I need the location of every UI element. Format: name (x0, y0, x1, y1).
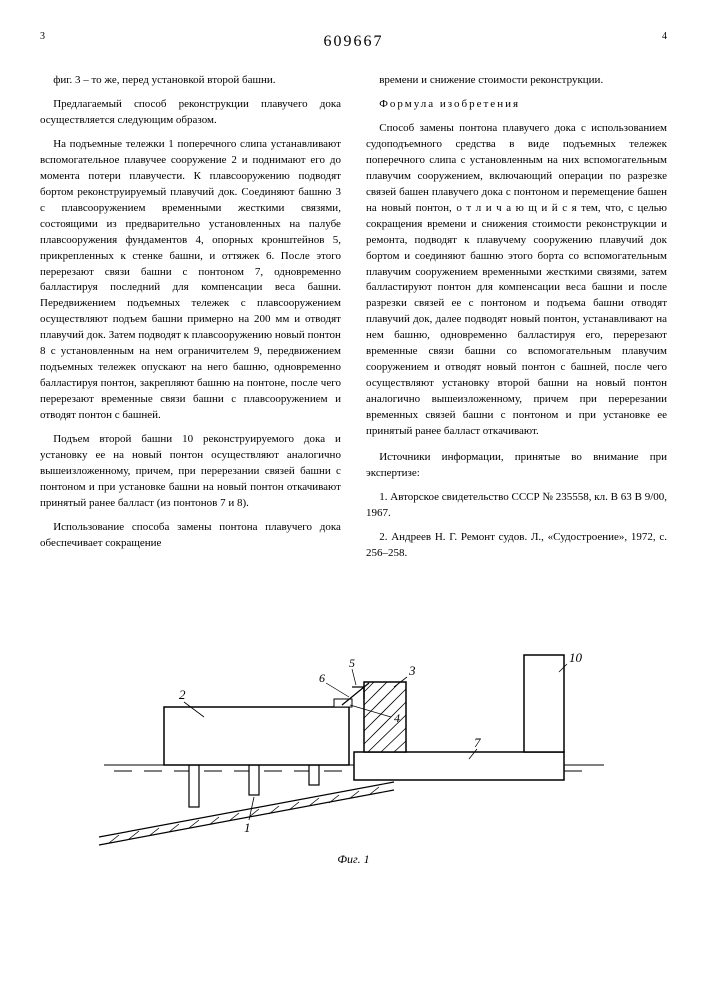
text-columns: фиг. 3 – то же, перед установкой второй … (40, 73, 667, 569)
fig-label: 3 (408, 663, 416, 678)
para: Использование способа замены понтона пла… (40, 520, 341, 552)
para: времени и снижение стоимости реконструкц… (366, 73, 667, 89)
tower-10 (524, 655, 564, 752)
slipway (99, 782, 394, 845)
aux-structure (164, 707, 349, 765)
right-column: времени и снижение стоимости реконструкц… (366, 73, 667, 569)
formula-heading: Формула изобретения (366, 97, 667, 113)
fig-label: 5 (349, 656, 355, 670)
fig-label: 10 (569, 650, 583, 665)
fig-label: 4 (394, 711, 400, 725)
source-item: 1. Авторское свидетельство СССР № 235558… (366, 490, 667, 522)
header-left: 3 (40, 30, 324, 49)
fig-label: 6 (319, 671, 325, 685)
para: Подъем второй башни 10 реконструируемого… (40, 432, 341, 512)
fig-label: 2 (179, 687, 186, 702)
figure-caption: Фиг. 1 (40, 851, 667, 868)
sources-heading: Источники информации, принятые во вниман… (366, 450, 667, 482)
left-column: фиг. 3 – то же, перед установкой второй … (40, 73, 341, 569)
sources-block: Источники информации, принятые во вниман… (366, 450, 667, 562)
pontoon (354, 752, 564, 780)
header-right: 4 (384, 30, 668, 49)
page-small-left: 3 (40, 30, 324, 45)
page-small-right: 4 (384, 30, 668, 45)
header-row: 3 609667 4 (40, 30, 667, 59)
source-item: 2. Андреев Н. Г. Ремонт судов. Л., «Судо… (366, 530, 667, 562)
fig-label: 7 (474, 735, 481, 750)
figure-1: 2 1 7 3 4 5 6 (40, 587, 667, 868)
para: фиг. 3 – то же, перед установкой второй … (40, 73, 341, 89)
patent-number: 609667 (324, 30, 384, 53)
para: Предлагаемый способ реконструкции плавуч… (40, 97, 341, 129)
para-claim: Способ замены понтона плавучего дока с и… (366, 121, 667, 440)
para: На подъемные тележки 1 поперечного слипа… (40, 137, 341, 424)
figure-svg: 2 1 7 3 4 5 6 (94, 587, 614, 847)
fig-label: 1 (244, 820, 251, 835)
